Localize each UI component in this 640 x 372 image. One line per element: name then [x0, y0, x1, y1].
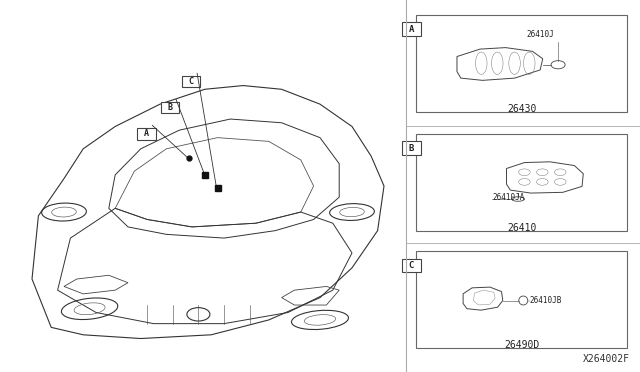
FancyBboxPatch shape — [137, 128, 156, 140]
FancyBboxPatch shape — [161, 102, 179, 113]
Text: C: C — [189, 77, 194, 86]
FancyBboxPatch shape — [402, 259, 421, 272]
Text: C: C — [409, 261, 414, 270]
FancyBboxPatch shape — [416, 15, 627, 112]
Text: 26410: 26410 — [507, 223, 536, 233]
Text: B: B — [409, 144, 414, 153]
FancyBboxPatch shape — [416, 251, 627, 348]
Text: 26410J: 26410J — [526, 30, 554, 39]
Text: 26410JB: 26410JB — [530, 296, 562, 305]
Text: A: A — [409, 25, 414, 33]
FancyBboxPatch shape — [402, 22, 421, 36]
FancyBboxPatch shape — [182, 76, 200, 87]
Text: 26410JA: 26410JA — [492, 193, 525, 202]
Text: B: B — [168, 103, 173, 112]
Text: X264002F: X264002F — [584, 354, 630, 364]
Text: 26430: 26430 — [507, 104, 536, 114]
Text: 26490D: 26490D — [504, 340, 540, 350]
FancyBboxPatch shape — [402, 141, 421, 155]
Text: A: A — [144, 129, 149, 138]
FancyBboxPatch shape — [416, 134, 627, 231]
